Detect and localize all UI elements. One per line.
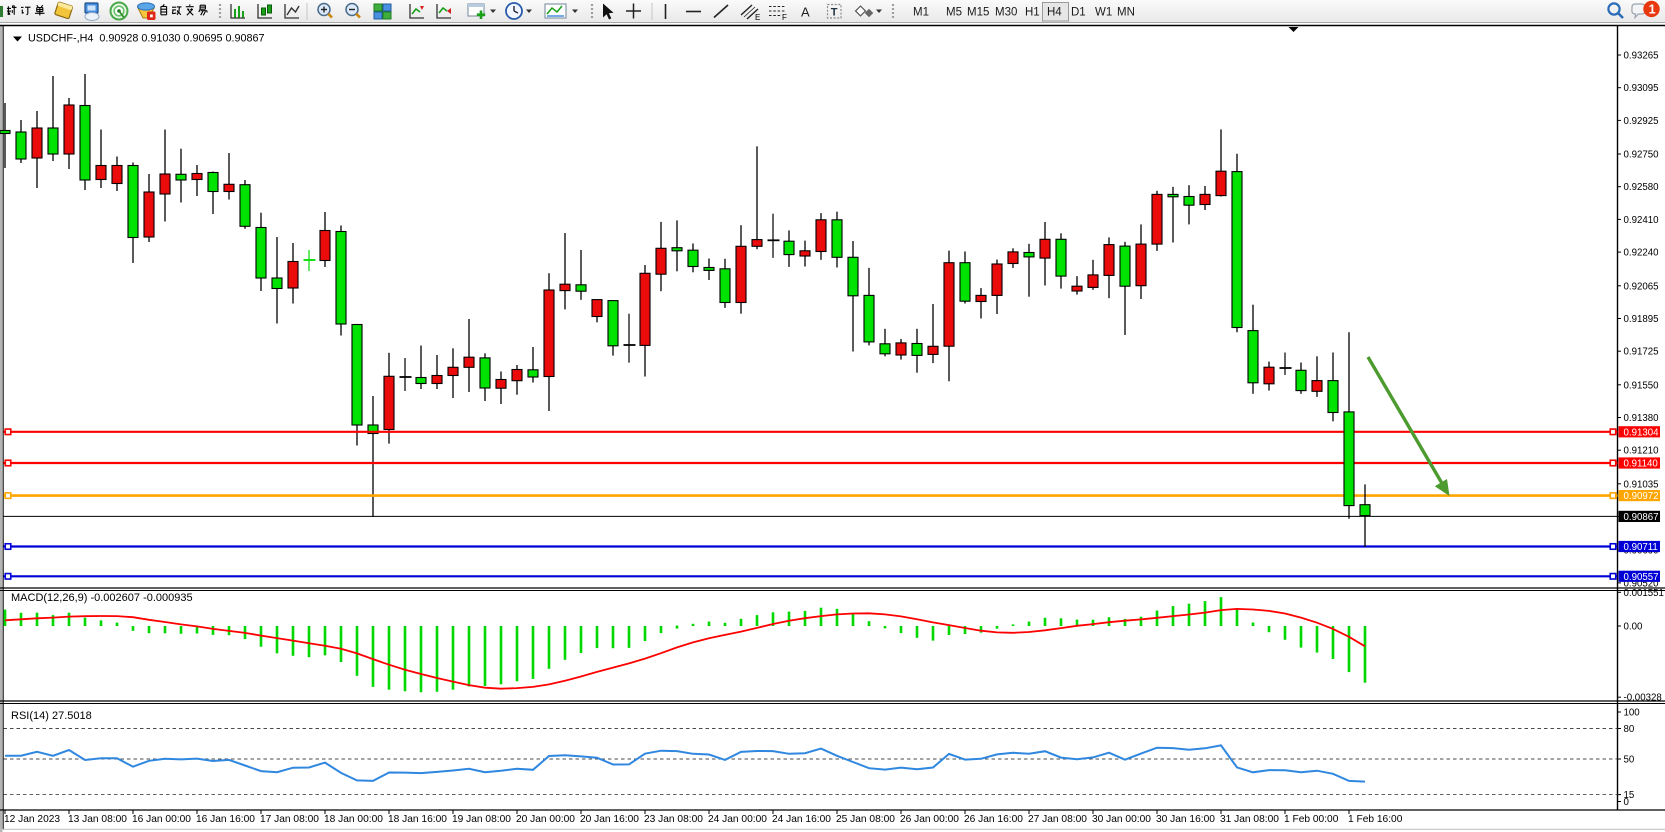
svg-text:26 Jan 00:00: 26 Jan 00:00 xyxy=(900,814,959,825)
svg-text:50: 50 xyxy=(1624,755,1635,766)
svg-text:26 Jan 16:00: 26 Jan 16:00 xyxy=(964,814,1023,825)
svg-text:20 Jan 16:00: 20 Jan 16:00 xyxy=(580,814,639,825)
svg-text:23 Jan 08:00: 23 Jan 08:00 xyxy=(644,814,703,825)
svg-text:H1: H1 xyxy=(1025,7,1040,19)
svg-text:1: 1 xyxy=(1649,3,1656,17)
svg-text:0.92580: 0.92580 xyxy=(1624,182,1660,193)
svg-text:A: A xyxy=(801,5,810,20)
svg-text:0.92240: 0.92240 xyxy=(1624,248,1660,259)
svg-text:0.92750: 0.92750 xyxy=(1624,150,1660,161)
svg-text:E: E xyxy=(755,13,760,22)
svg-text:13 Jan 08:00: 13 Jan 08:00 xyxy=(68,814,127,825)
svg-text:18 Jan 16:00: 18 Jan 16:00 xyxy=(388,814,447,825)
svg-text:0.90867: 0.90867 xyxy=(1624,512,1659,523)
svg-text:24 Jan 16:00: 24 Jan 16:00 xyxy=(772,814,831,825)
svg-text:0.91380: 0.91380 xyxy=(1624,413,1660,424)
svg-text:80: 80 xyxy=(1624,724,1635,735)
svg-text:T: T xyxy=(831,7,838,19)
svg-text:M15: M15 xyxy=(967,7,989,19)
svg-text:12 Jan 2023: 12 Jan 2023 xyxy=(4,814,60,825)
svg-text:0.91725: 0.91725 xyxy=(1624,347,1659,358)
svg-text:0.91550: 0.91550 xyxy=(1624,380,1660,391)
svg-text:30 Jan 16:00: 30 Jan 16:00 xyxy=(1156,814,1215,825)
svg-text:0.93265: 0.93265 xyxy=(1624,51,1659,62)
svg-text:0: 0 xyxy=(1624,797,1630,808)
svg-text:20 Jan 00:00: 20 Jan 00:00 xyxy=(516,814,575,825)
svg-text:M30: M30 xyxy=(995,7,1017,19)
svg-text:MN: MN xyxy=(1117,7,1135,19)
svg-text:0.90557: 0.90557 xyxy=(1624,572,1659,583)
svg-text:0.92065: 0.92065 xyxy=(1624,281,1659,292)
svg-text:M5: M5 xyxy=(946,7,962,19)
svg-text:0.00: 0.00 xyxy=(1624,622,1643,633)
svg-text:31 Jan 08:00: 31 Jan 08:00 xyxy=(1220,814,1279,825)
svg-text:0.92410: 0.92410 xyxy=(1624,215,1660,226)
svg-text:F: F xyxy=(782,13,787,22)
svg-text:RSI(14) 27.5018: RSI(14) 27.5018 xyxy=(11,710,92,722)
svg-text:0.91140: 0.91140 xyxy=(1624,459,1659,470)
svg-text:25 Jan 08:00: 25 Jan 08:00 xyxy=(836,814,895,825)
svg-text:M1: M1 xyxy=(913,7,929,19)
svg-text:1 Feb 16:00: 1 Feb 16:00 xyxy=(1348,814,1403,825)
svg-text:18 Jan 00:00: 18 Jan 00:00 xyxy=(324,814,383,825)
svg-text:0.91210: 0.91210 xyxy=(1624,446,1660,457)
svg-text:0.001551: 0.001551 xyxy=(1624,588,1664,599)
svg-text:MACD(12,26,9) -0.002607 -0.000: MACD(12,26,9) -0.002607 -0.000935 xyxy=(11,592,193,604)
svg-text:15: 15 xyxy=(1624,790,1635,801)
svg-text:H4: H4 xyxy=(1047,7,1062,19)
svg-text:USDCHF-,H4 0.90928 0.91030 0.: USDCHF-,H4 0.90928 0.91030 0.90695 0.908… xyxy=(28,33,265,45)
svg-text:100: 100 xyxy=(1624,708,1641,719)
svg-text:0.90520: 0.90520 xyxy=(1624,578,1660,589)
svg-text:D1: D1 xyxy=(1071,7,1086,19)
svg-text:-0.00328: -0.00328 xyxy=(1624,693,1662,704)
svg-text:0.93095: 0.93095 xyxy=(1624,83,1659,94)
svg-text:30 Jan 00:00: 30 Jan 00:00 xyxy=(1092,814,1151,825)
svg-text:19 Jan 08:00: 19 Jan 08:00 xyxy=(452,814,511,825)
svg-text:0.91304: 0.91304 xyxy=(1624,427,1660,438)
svg-text:0.92925: 0.92925 xyxy=(1624,116,1659,127)
svg-text:0.91895: 0.91895 xyxy=(1624,314,1659,325)
svg-text:0.90972: 0.90972 xyxy=(1624,491,1659,502)
svg-text:24 Jan 00:00: 24 Jan 00:00 xyxy=(708,814,767,825)
svg-text:16 Jan 00:00: 16 Jan 00:00 xyxy=(132,814,191,825)
svg-text:0.90711: 0.90711 xyxy=(1624,542,1658,553)
svg-text:17 Jan 08:00: 17 Jan 08:00 xyxy=(260,814,319,825)
svg-text:W1: W1 xyxy=(1095,7,1112,19)
svg-text:16 Jan 16:00: 16 Jan 16:00 xyxy=(196,814,255,825)
svg-text:1 Feb 00:00: 1 Feb 00:00 xyxy=(1284,814,1339,825)
svg-text:0.91035: 0.91035 xyxy=(1624,479,1659,490)
svg-text:27 Jan 08:00: 27 Jan 08:00 xyxy=(1028,814,1087,825)
